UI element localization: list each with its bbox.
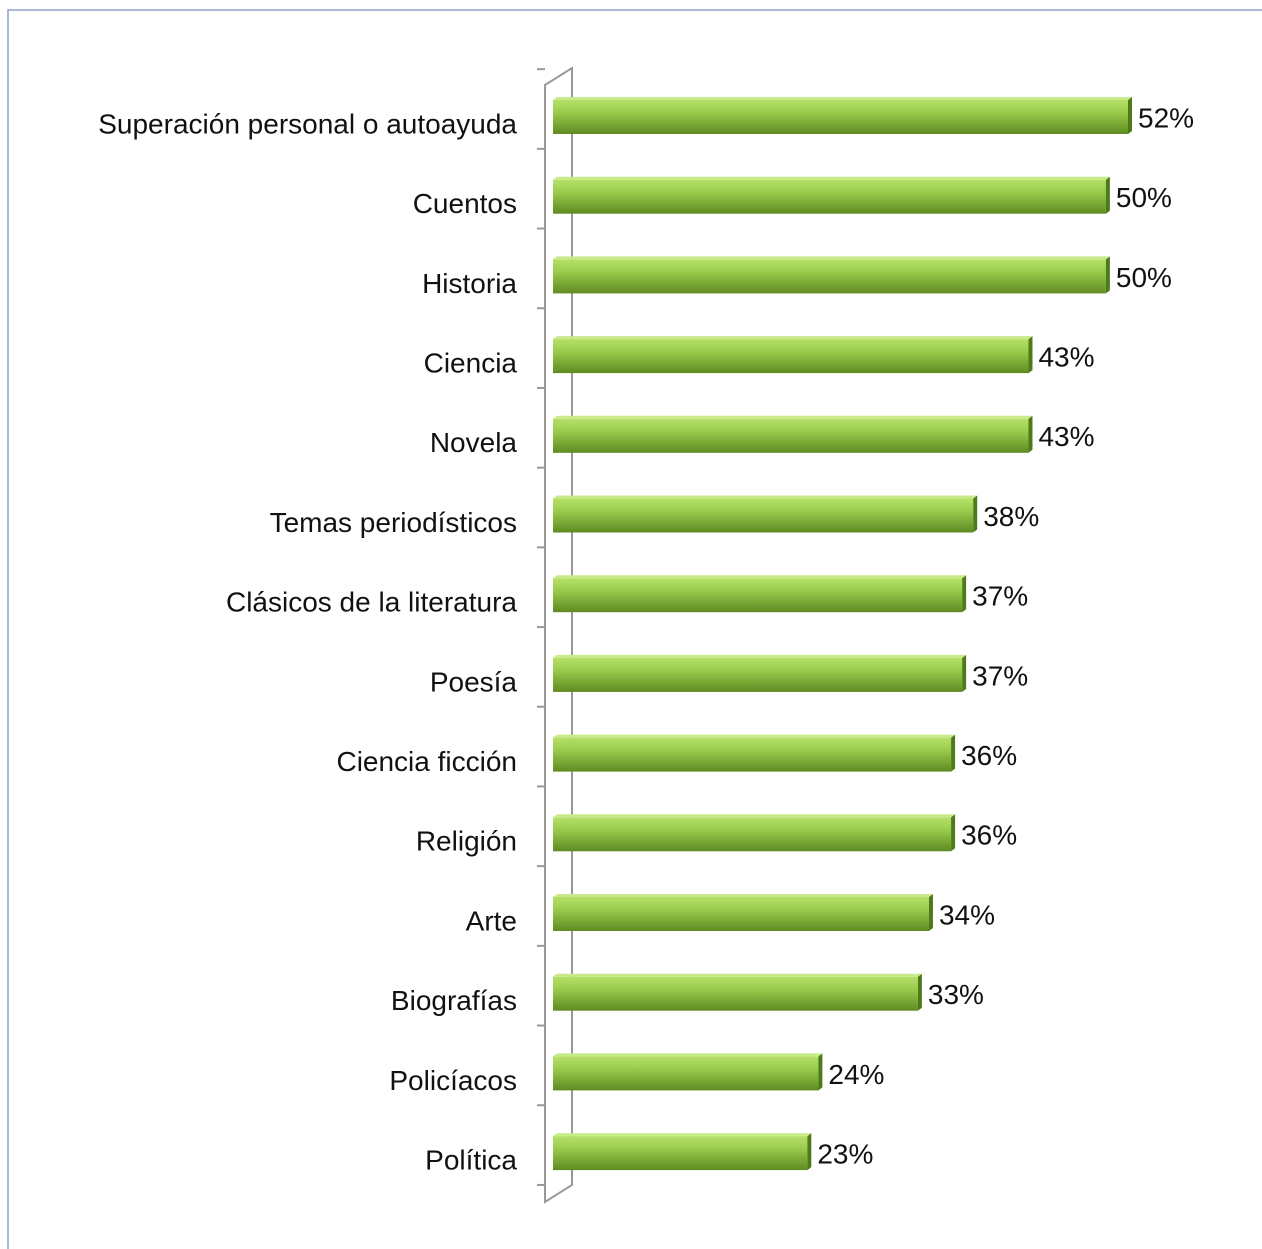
- bar-cap: [1128, 97, 1132, 134]
- bar-cap: [1105, 256, 1110, 294]
- bar-top: [553, 575, 967, 579]
- axis-wall: [544, 66, 573, 1204]
- category-label: Temas periodísticos: [270, 507, 517, 538]
- bar: [553, 339, 1029, 374]
- bar-cap: [951, 814, 956, 852]
- category-label: Ciencia ficción: [336, 746, 517, 777]
- bar-cap: [928, 894, 933, 931]
- value-label: 50%: [1116, 182, 1172, 213]
- bar: [553, 737, 952, 772]
- bar-top: [553, 814, 956, 818]
- bar: [553, 976, 918, 1011]
- category-label: Clásicos de la literatura: [226, 587, 517, 618]
- category-label: Arte: [466, 905, 517, 936]
- bar-top: [553, 256, 1110, 260]
- value-label: 43%: [1038, 421, 1094, 452]
- category-label: Ciencia: [424, 347, 518, 378]
- bar: [553, 578, 963, 613]
- bar-top: [553, 495, 978, 499]
- bar-top: [553, 415, 1033, 419]
- bar: [553, 1056, 819, 1091]
- value-label: 38%: [983, 501, 1039, 532]
- category-label: Cuentos: [413, 188, 517, 219]
- bar: [553, 1136, 808, 1171]
- bar: [553, 817, 952, 852]
- category-label: Poesía: [430, 666, 518, 697]
- bar-top: [553, 894, 933, 897]
- category-label: Política: [425, 1144, 517, 1175]
- value-label: 23%: [817, 1138, 873, 1169]
- bar-top: [553, 1053, 823, 1057]
- value-label: 36%: [961, 740, 1017, 771]
- bar: [553, 100, 1128, 134]
- category-label: Novela: [430, 427, 518, 458]
- bar-cap: [807, 1133, 812, 1171]
- bar: [553, 498, 974, 533]
- bar: [553, 657, 963, 692]
- value-label: 24%: [828, 1059, 884, 1090]
- value-label: 33%: [928, 979, 984, 1010]
- bar-cap: [1105, 176, 1110, 214]
- category-label: Religión: [416, 826, 517, 857]
- bar: [553, 418, 1029, 453]
- bar-cap: [1028, 415, 1033, 453]
- category-label: Policíacos: [389, 1065, 517, 1096]
- value-label: 50%: [1116, 262, 1172, 293]
- category-label: Historia: [422, 268, 517, 299]
- bar-top: [553, 1133, 812, 1137]
- bar-cap: [973, 495, 978, 533]
- bar-top: [553, 734, 956, 738]
- value-label: 36%: [961, 820, 1017, 851]
- value-label: 37%: [972, 581, 1028, 612]
- bar: [553, 897, 929, 931]
- frame: [7, 9, 1262, 1249]
- value-label: 34%: [939, 899, 995, 930]
- value-label: 52%: [1138, 102, 1194, 133]
- bar-cap: [818, 1053, 823, 1091]
- bar-top: [553, 97, 1132, 100]
- category-label: Superación personal o autoayuda: [98, 108, 517, 139]
- bar-cap: [962, 654, 967, 692]
- bar-top: [553, 176, 1110, 180]
- bar-top: [553, 654, 967, 658]
- value-label: 43%: [1038, 341, 1094, 372]
- bar-cap: [917, 973, 922, 1011]
- bar-cap: [962, 575, 967, 613]
- bar: [553, 179, 1106, 214]
- bar-cap: [951, 734, 956, 772]
- bar-top: [553, 973, 922, 977]
- bar-top: [553, 336, 1033, 340]
- bar-cap: [1028, 336, 1033, 374]
- value-label: 37%: [972, 660, 1028, 691]
- category-label: Biografías: [391, 985, 517, 1016]
- bar: [553, 259, 1106, 294]
